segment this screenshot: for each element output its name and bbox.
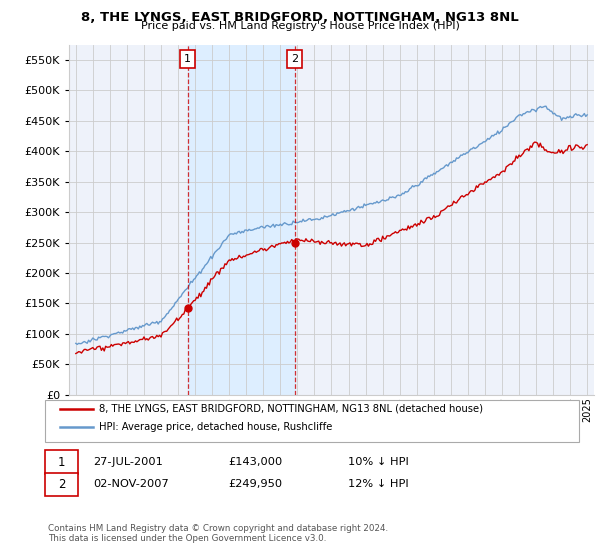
Text: Price paid vs. HM Land Registry's House Price Index (HPI): Price paid vs. HM Land Registry's House … xyxy=(140,21,460,31)
Text: 2: 2 xyxy=(291,54,298,64)
Text: 1: 1 xyxy=(184,54,191,64)
Text: HPI: Average price, detached house, Rushcliffe: HPI: Average price, detached house, Rush… xyxy=(99,422,332,432)
Text: 12% ↓ HPI: 12% ↓ HPI xyxy=(348,479,409,489)
Bar xyxy=(188,45,295,395)
Text: 1: 1 xyxy=(58,455,65,469)
Text: 2: 2 xyxy=(58,478,65,491)
Text: 8, THE LYNGS, EAST BRIDGFORD, NOTTINGHAM, NG13 8NL: 8, THE LYNGS, EAST BRIDGFORD, NOTTINGHAM… xyxy=(81,11,519,24)
Text: 8, THE LYNGS, EAST BRIDGFORD, NOTTINGHAM, NG13 8NL (detached house): 8, THE LYNGS, EAST BRIDGFORD, NOTTINGHAM… xyxy=(99,404,483,413)
Text: £143,000: £143,000 xyxy=(228,457,282,467)
Text: 27-JUL-2001: 27-JUL-2001 xyxy=(93,457,163,467)
Text: Contains HM Land Registry data © Crown copyright and database right 2024.
This d: Contains HM Land Registry data © Crown c… xyxy=(48,524,388,543)
Text: 10% ↓ HPI: 10% ↓ HPI xyxy=(348,457,409,467)
Text: £249,950: £249,950 xyxy=(228,479,282,489)
Text: 02-NOV-2007: 02-NOV-2007 xyxy=(93,479,169,489)
